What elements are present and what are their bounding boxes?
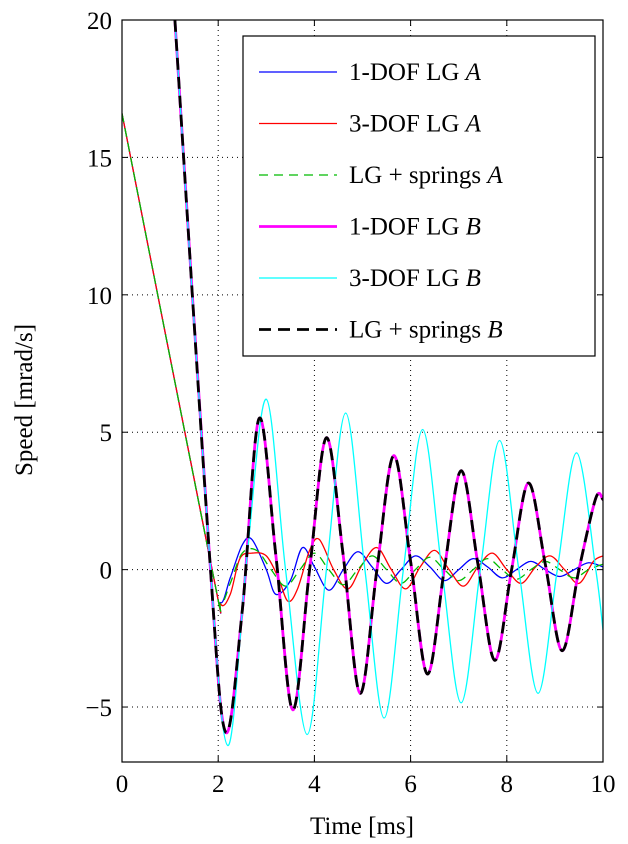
x-tick-label: 10 <box>591 771 616 798</box>
x-tick-label: 4 <box>308 771 321 798</box>
legend: 1-DOF LG A 3-DOF LG A LG + springs A 1-DOF … <box>242 35 596 357</box>
x-tick-label: 6 <box>404 771 417 798</box>
legend-label-2: 3-DOF LG A <box>349 111 482 138</box>
legend-label-5: 3-DOF LG B <box>349 265 481 292</box>
series-layer <box>122 20 603 747</box>
series-line-2 <box>122 113 603 614</box>
series-line-3 <box>122 113 603 614</box>
x-tick-label: 8 <box>501 771 514 798</box>
y-tick-label: 0 <box>100 558 113 585</box>
legend-label-3: LG + springs A <box>349 162 503 189</box>
y-tick-label: −5 <box>85 695 112 722</box>
plot-frame <box>121 19 604 763</box>
legend-label-1: 1-DOF LG A <box>349 59 482 86</box>
plot-frame-rect <box>121 19 604 763</box>
y-tick-label: 15 <box>87 145 112 172</box>
legend-box <box>242 35 596 357</box>
legend-label-6: LG + springs B <box>349 317 503 344</box>
y-axis-label: Speed [mrad/s] <box>11 324 38 476</box>
x-axis-label: Time [ms] <box>310 813 414 839</box>
y-tick-label: 5 <box>100 420 113 447</box>
series-line-6 <box>173 20 603 735</box>
series-line-1 <box>122 113 603 614</box>
y-tick-label: 10 <box>87 283 112 310</box>
axis-ticks: 0 2 4 6 8 10 −5 0 5 10 15 20 <box>85 8 615 798</box>
y-tick-label: 20 <box>87 8 112 35</box>
legend-label-4: 1-DOF LG B <box>349 214 481 241</box>
x-tick-label: 2 <box>212 771 225 798</box>
x-tick-label: 0 <box>116 771 129 798</box>
